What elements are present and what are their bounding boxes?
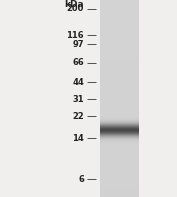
Text: 66: 66 [72, 58, 84, 67]
Text: 22: 22 [72, 112, 84, 121]
Text: 200: 200 [67, 4, 84, 13]
Text: kDa: kDa [64, 0, 84, 9]
Text: 14: 14 [72, 134, 84, 143]
Text: 116: 116 [66, 31, 84, 40]
Text: 44: 44 [72, 78, 84, 87]
Text: 97: 97 [73, 40, 84, 48]
Text: 31: 31 [72, 95, 84, 104]
Text: 6: 6 [78, 175, 84, 184]
